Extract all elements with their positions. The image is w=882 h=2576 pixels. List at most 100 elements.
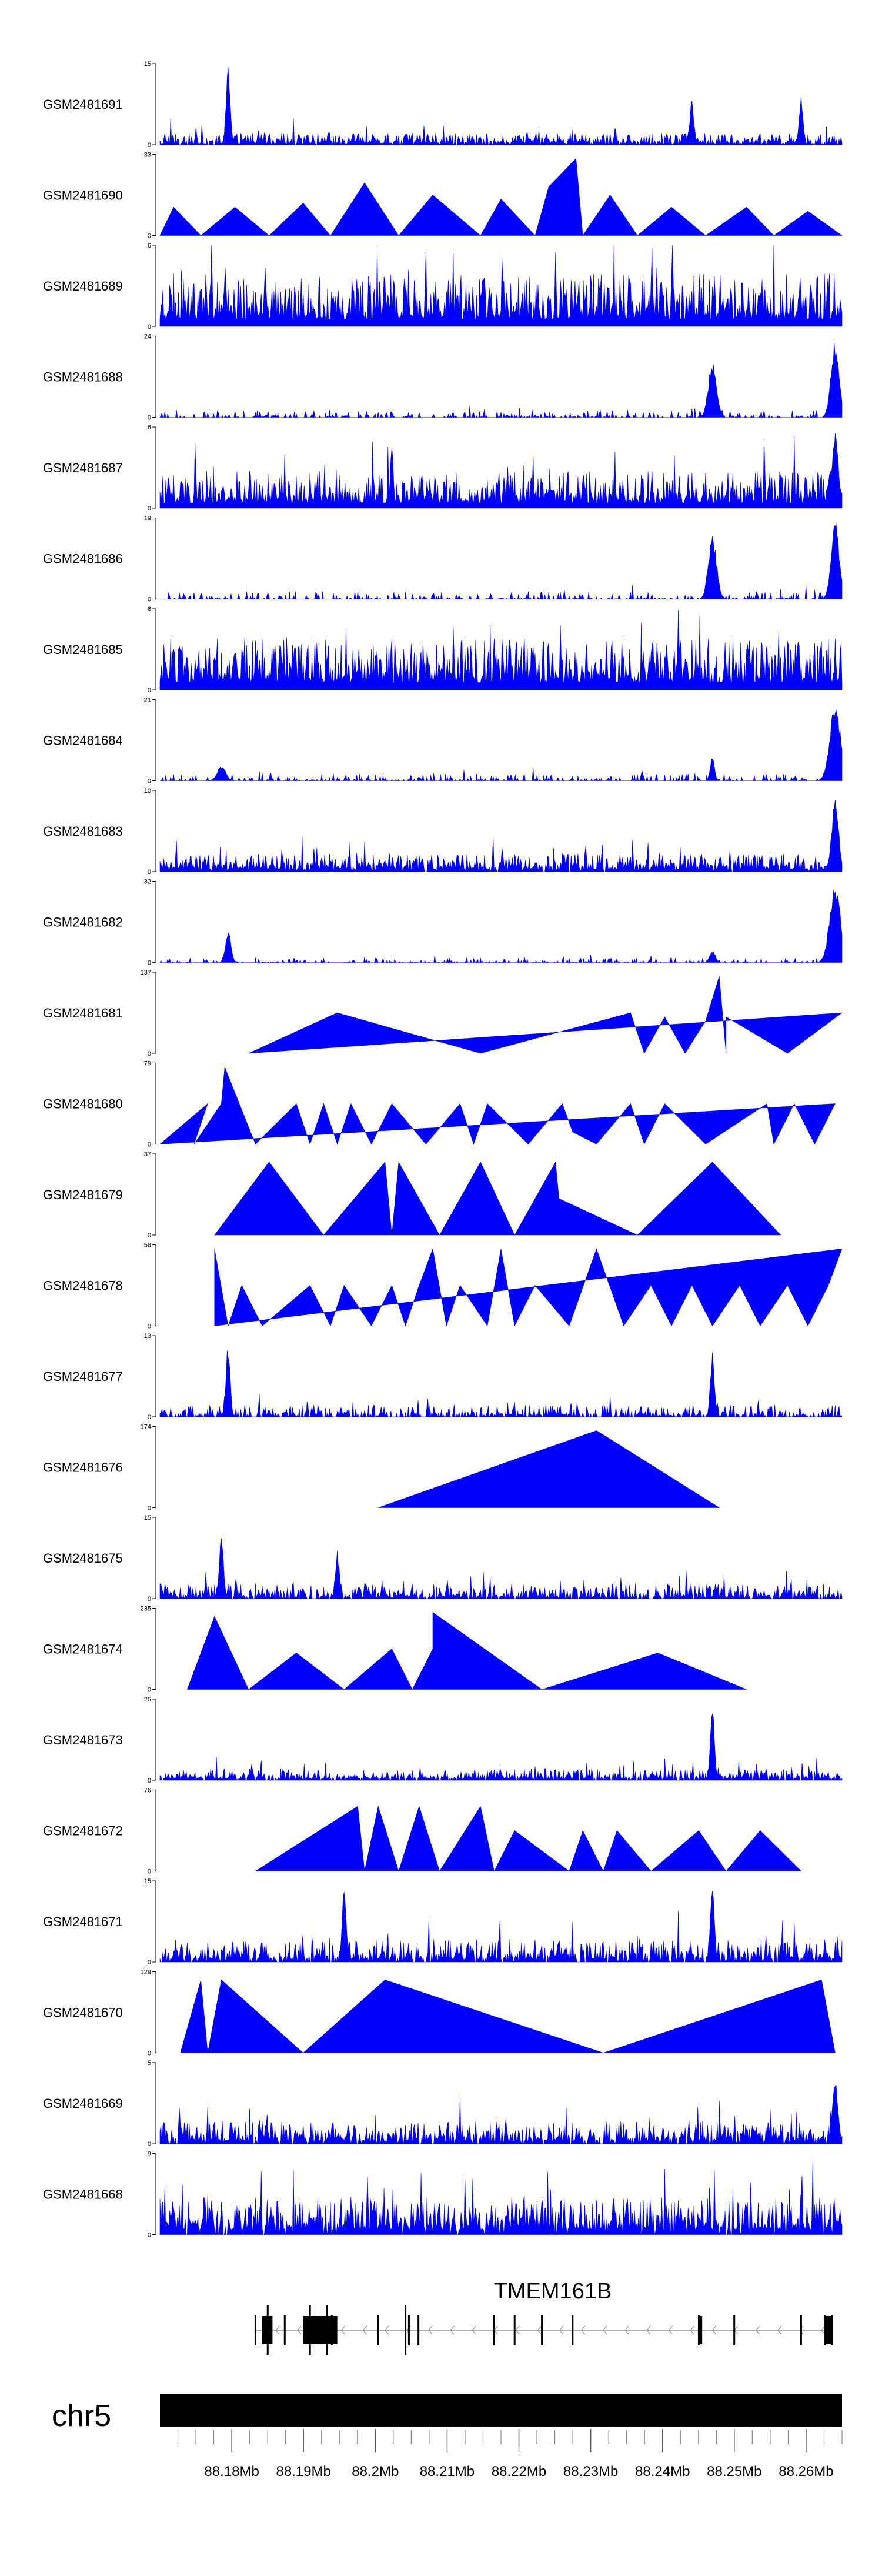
track-label: GSM2481691 xyxy=(43,97,123,112)
strand-arrow xyxy=(821,2325,826,2335)
y-tick-label-zero: 0 xyxy=(148,1142,151,1149)
coverage-area xyxy=(159,799,843,873)
y-tick-label-zero: 0 xyxy=(148,415,151,422)
strand-arrow xyxy=(624,2325,629,2335)
coverage-area xyxy=(159,610,843,690)
y-tick-label-zero: 0 xyxy=(148,1687,151,1694)
y-tick-label-zero: 0 xyxy=(148,1959,151,1966)
exon-mark xyxy=(407,2315,410,2345)
strand-arrow xyxy=(603,2325,607,2335)
y-tick-label-zero: 0 xyxy=(148,1414,151,1421)
exon-mark xyxy=(800,2315,802,2345)
y-tick-label-zero: 0 xyxy=(148,323,151,331)
track-label: GSM2481677 xyxy=(43,1369,123,1384)
strand-arrow xyxy=(799,2325,804,2335)
track-label: GSM2481682 xyxy=(43,915,123,930)
track-label: GSM2481689 xyxy=(43,279,123,293)
axis-tick-label: 88.24Mb xyxy=(635,2464,690,2480)
track-label: GSM2481673 xyxy=(43,1733,123,1747)
strand-arrow xyxy=(472,2325,476,2335)
track-label: GSM2481674 xyxy=(43,1642,123,1657)
coverage-area xyxy=(159,890,843,963)
coverage-area xyxy=(159,1891,843,1963)
track-GSM2481686: GSM2481686 19 0 xyxy=(43,515,843,603)
coverage-area xyxy=(159,67,843,146)
strand-arrow xyxy=(363,2325,368,2335)
y-tick-label-max: 137 xyxy=(141,969,151,976)
axis-tick-label: 88.23Mb xyxy=(563,2464,618,2480)
track-label: GSM2481690 xyxy=(43,188,123,203)
track-label: GSM2481676 xyxy=(43,1460,123,1475)
strand-arrow xyxy=(515,2325,520,2335)
track-label: GSM2481670 xyxy=(43,2006,123,2020)
coverage-area xyxy=(248,976,843,1054)
exon-block xyxy=(303,2316,338,2344)
y-tick-label-max: 32 xyxy=(144,879,151,886)
track-label: GSM2481686 xyxy=(43,552,123,566)
coverage-area xyxy=(159,245,843,327)
coverage-area xyxy=(160,710,843,782)
track-label: GSM2481683 xyxy=(43,824,123,839)
track-GSM2481683: GSM2481683 10 0 xyxy=(43,788,843,876)
y-tick-label-zero: 0 xyxy=(148,2050,151,2057)
y-tick-label-zero: 0 xyxy=(148,778,151,785)
y-tick-label-max: 15 xyxy=(144,1514,151,1521)
y-tick-label-zero: 0 xyxy=(148,1323,151,1330)
track-GSM2481691: GSM2481691 15 0 xyxy=(43,61,843,149)
y-tick-label-zero: 0 xyxy=(148,687,151,694)
y-tick-label-zero: 0 xyxy=(148,596,151,603)
coverage-area xyxy=(159,2159,843,2235)
y-tick-label-zero: 0 xyxy=(148,142,151,149)
y-tick-label-max: 129 xyxy=(141,1969,151,1976)
track-label: GSM2481684 xyxy=(43,733,123,748)
y-tick-label-max: 15 xyxy=(144,1878,151,1885)
coverage-area xyxy=(186,1611,747,1690)
strand-arrow xyxy=(756,2325,760,2335)
y-tick-label-zero: 0 xyxy=(148,1596,151,1603)
y-tick-label-max: 76 xyxy=(144,1787,151,1794)
y-tick-label-zero: 0 xyxy=(148,2232,151,2239)
track-label: GSM2481668 xyxy=(43,2187,123,2202)
track-GSM2481680: GSM2481680 79 0 xyxy=(43,1060,836,1149)
exon-mark xyxy=(417,2315,420,2345)
y-tick-label-max: 235 xyxy=(141,1606,151,1613)
gene-name-label: TMEM161B xyxy=(494,2279,612,2304)
strand-arrow xyxy=(668,2325,673,2335)
track-GSM2481674: GSM2481674 235 0 xyxy=(43,1606,747,1694)
y-tick-label-max: 10 xyxy=(144,788,151,795)
exon-mark xyxy=(513,2315,516,2345)
strand-arrow xyxy=(275,2325,280,2335)
strand-arrow xyxy=(581,2325,586,2335)
axis-tick-label: 88.18Mb xyxy=(204,2464,259,2480)
y-tick-label-max: 79 xyxy=(144,1060,151,1067)
y-tick-label-zero: 0 xyxy=(148,869,151,876)
coverage-area xyxy=(159,342,843,418)
track-GSM2481675: GSM2481675 15 0 xyxy=(43,1514,843,1603)
track-GSM2481677: GSM2481677 13 0 xyxy=(43,1333,843,1421)
coverage-tracks: GSM2481691150GSM2481690330GSM248168960GS… xyxy=(43,61,843,2239)
track-GSM2481668: GSM2481668 9 0 xyxy=(43,2151,843,2239)
strand-arrow xyxy=(537,2325,542,2335)
track-label: GSM2481669 xyxy=(43,2096,123,2111)
track-GSM2481679: GSM2481679 37 0 xyxy=(43,1151,781,1239)
axis-tick-label: 88.19Mb xyxy=(276,2464,331,2480)
y-tick-label-max: 15 xyxy=(144,61,151,68)
coverage-area xyxy=(159,1713,843,1781)
exon-mark-tall xyxy=(405,2305,407,2355)
axis-tick-label: 88.26Mb xyxy=(779,2464,833,2480)
track-GSM2481688: GSM2481688 24 0 xyxy=(43,333,843,422)
y-tick-label-max: 6 xyxy=(148,606,151,613)
y-tick-label-zero: 0 xyxy=(148,233,151,240)
track-label: GSM2481680 xyxy=(43,1097,123,1112)
y-tick-label-max: 9 xyxy=(148,2151,151,2158)
track-label: GSM2481675 xyxy=(43,1551,123,1566)
strand-arrow xyxy=(385,2325,389,2335)
track-GSM2481670: GSM2481670 129 0 xyxy=(43,1969,836,2057)
strand-arrow xyxy=(297,2325,302,2335)
y-tick-label-zero: 0 xyxy=(148,1868,151,1876)
y-tick-label-zero: 0 xyxy=(148,1050,151,1057)
y-tick-label-zero: 0 xyxy=(148,505,151,512)
y-tick-label-zero: 0 xyxy=(148,2141,151,2148)
coverage-area xyxy=(159,2084,843,2145)
